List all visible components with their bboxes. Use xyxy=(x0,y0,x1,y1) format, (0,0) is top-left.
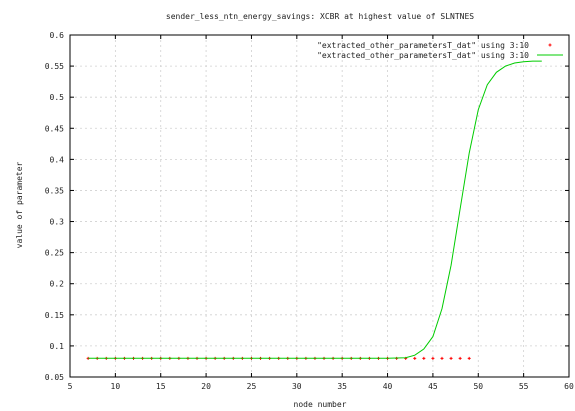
plot-frame xyxy=(69,34,570,378)
y-tick-label: 0.05 xyxy=(45,373,64,382)
data-point xyxy=(431,356,435,360)
y-tick-label: 0.25 xyxy=(45,249,64,258)
data-point xyxy=(467,356,471,360)
y-tick-label: 0.35 xyxy=(45,186,64,195)
x-tick-label: 60 xyxy=(564,382,574,391)
data-point xyxy=(440,356,444,360)
y-tick-label: 0.55 xyxy=(45,62,64,71)
data-point xyxy=(413,356,417,360)
x-tick-label: 45 xyxy=(428,382,438,391)
y-tick-label: 0.15 xyxy=(45,311,64,320)
legend-label: "extracted_other_parametersT_dat" using … xyxy=(317,41,529,50)
y-tick-label: 0.2 xyxy=(50,280,65,289)
data-point xyxy=(449,356,453,360)
x-tick-label: 30 xyxy=(292,382,302,391)
grid xyxy=(70,35,569,377)
legend-label: "extracted_other_parametersT_dat" using … xyxy=(317,51,529,60)
x-tick-label: 20 xyxy=(201,382,211,391)
x-tick-label: 35 xyxy=(337,382,347,391)
axis-ticks: 5 10 15 20 25 30 35 40 45 50 55 60 0.05 0.1 0.15 0.2 0.2… xyxy=(45,31,574,391)
y-tick-label: 0.45 xyxy=(45,124,64,133)
y-tick-label: 0.3 xyxy=(50,218,65,227)
x-tick-label: 40 xyxy=(383,382,393,391)
legend-entry: "extracted_other_parametersT_dat" using … xyxy=(317,51,563,60)
x-tick-label: 25 xyxy=(247,382,257,391)
y-tick-label: 0.4 xyxy=(50,155,65,164)
x-tick-label: 50 xyxy=(473,382,483,391)
x-tick-label: 15 xyxy=(156,382,166,391)
x-tick-label: 10 xyxy=(111,382,121,391)
x-axis-title: node number xyxy=(294,400,347,409)
legend: "extracted_other_parametersT_dat" using … xyxy=(317,41,563,60)
series-2 xyxy=(88,60,542,359)
y-tick-label: 0.5 xyxy=(50,93,65,102)
chart-title: sender_less_ntn_energy_savings: XCBR at … xyxy=(166,12,474,21)
x-tick-label: 5 xyxy=(68,382,73,391)
plot-area xyxy=(86,60,542,360)
data-point xyxy=(422,356,426,360)
y-axis-title: value of parameter xyxy=(15,161,24,248)
legend-swatch xyxy=(548,43,552,47)
series-line xyxy=(88,60,542,359)
data-point xyxy=(458,356,462,360)
x-tick-label: 55 xyxy=(519,382,529,391)
y-tick-label: 0.6 xyxy=(50,31,65,40)
y-tick-label: 0.1 xyxy=(50,342,65,351)
legend-entry: "extracted_other_parametersT_dat" using … xyxy=(317,41,552,50)
